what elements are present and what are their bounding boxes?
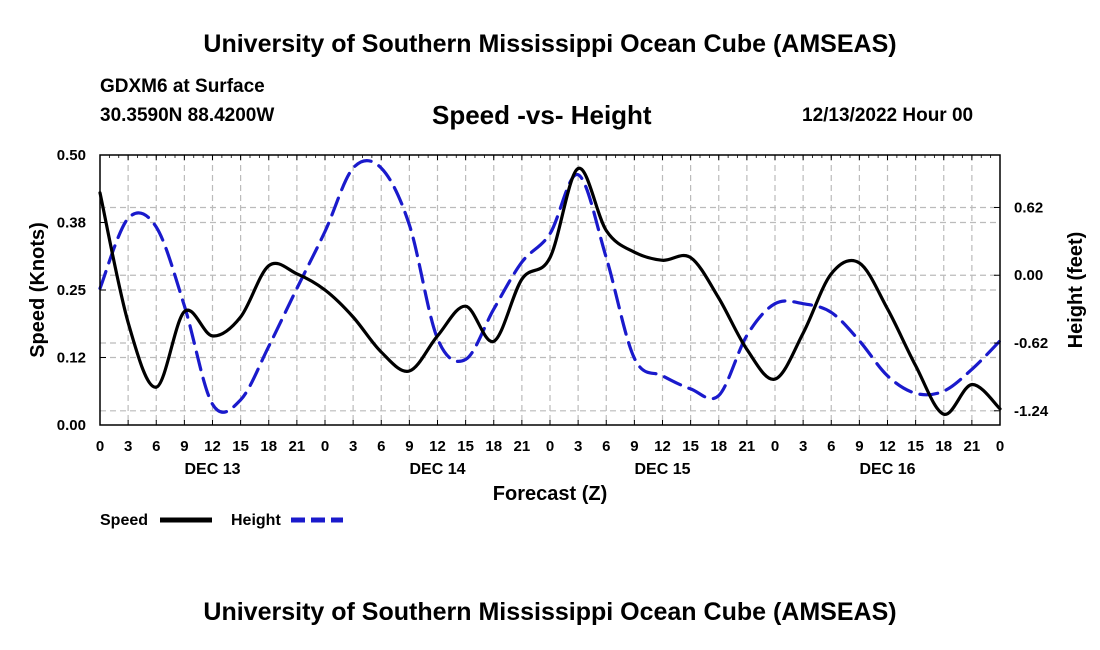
x-tick-label: 3 [124, 438, 132, 455]
y-tick-label: 0.00 [57, 417, 86, 434]
y-tick-label: 0.50 [57, 147, 86, 164]
x-tick-label: 0 [546, 438, 554, 455]
series-layer [98, 159, 1002, 416]
day-label: DEC 14 [409, 461, 465, 478]
x-tick-label: 0 [321, 438, 329, 455]
x-tick-label: 9 [180, 438, 188, 455]
x-tick-label: 9 [405, 438, 413, 455]
x-tick-label: 18 [260, 438, 277, 455]
forecast-datetime: 12/13/2022 Hour 00 [802, 105, 974, 126]
x-tick-label: 3 [349, 438, 357, 455]
x-tick-label: 0 [771, 438, 779, 455]
x-tick-label: 3 [799, 438, 807, 455]
chart-subtitle: Speed -vs- Height [432, 100, 652, 130]
x-tick-label: 6 [602, 438, 610, 455]
x-tick-label: 12 [429, 438, 446, 455]
model-label: GDXM6 at Surface [100, 76, 265, 97]
y-axis-title: Speed (Knots) [27, 222, 49, 358]
x-axis-title: Forecast (Z) [493, 483, 607, 505]
day-label: DEC 15 [634, 461, 690, 478]
x-tick-label: 9 [855, 438, 863, 455]
x-tick-label: 9 [630, 438, 638, 455]
speed-series-line [98, 166, 1002, 416]
x-tick-label: 12 [204, 438, 221, 455]
height-series-line [98, 159, 1002, 414]
y2-tick-label: 0.62 [1014, 199, 1043, 216]
x-tick-label: 6 [152, 438, 160, 455]
y2-tick-label: 0.00 [1014, 267, 1043, 284]
y-tick-label: 0.25 [57, 282, 86, 299]
y2-tick-label: -1.24 [1014, 403, 1049, 420]
x-tick-label: 15 [232, 438, 249, 455]
y-tick-label: 0.12 [57, 350, 86, 367]
x-tick-label: 6 [827, 438, 835, 455]
coordinates-label: 30.3590N 88.4200W [100, 105, 275, 126]
x-tick-label: 6 [377, 438, 385, 455]
x-tick-label: 3 [574, 438, 582, 455]
x-tick-label: 18 [485, 438, 502, 455]
x-tick-label: 21 [289, 438, 306, 455]
x-tick-label: 18 [935, 438, 952, 455]
x-tick-label: 15 [907, 438, 924, 455]
x-tick-label: 0 [96, 438, 104, 455]
x-tick-label: 21 [514, 438, 531, 455]
axes: 0 3 6 9 12 15 18 21 0 3 6 9 12 15 18 21 0 3 6 9 12 15 18 21 0 3 6 9… [27, 147, 1087, 505]
day-label: DEC 13 [184, 461, 240, 478]
footer-title: University of Southern Mississippi Ocean… [203, 598, 897, 626]
x-tick-label: 15 [682, 438, 699, 455]
legend: Speed Height [100, 512, 343, 529]
grid [100, 155, 1000, 425]
day-label: DEC 16 [859, 461, 915, 478]
x-tick-label: 15 [457, 438, 474, 455]
x-tick-label: 12 [879, 438, 896, 455]
legend-label-speed: Speed [100, 512, 148, 529]
x-tick-label: 21 [964, 438, 981, 455]
x-tick-label: 12 [654, 438, 671, 455]
y2-tick-label: -0.62 [1014, 335, 1048, 352]
chart-title: University of Southern Mississippi Ocean… [203, 30, 897, 58]
y-tick-label: 0.38 [57, 215, 86, 232]
legend-label-height: Height [231, 512, 281, 529]
x-tick-label: 0 [996, 438, 1004, 455]
x-tick-label: 18 [710, 438, 727, 455]
x-tick-label: 21 [739, 438, 756, 455]
y2-axis-title: Height (feet) [1065, 232, 1087, 349]
